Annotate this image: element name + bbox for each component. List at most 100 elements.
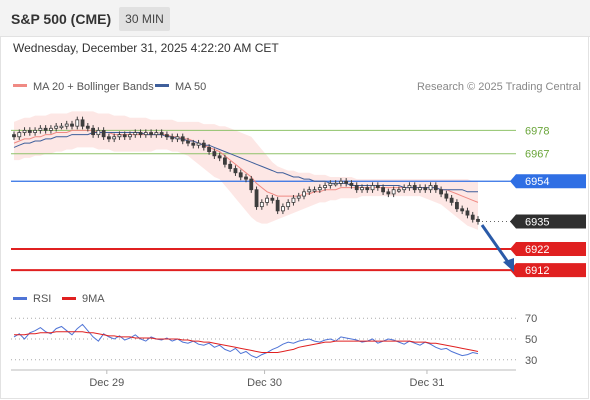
candle-body [70,123,74,127]
candle-body [296,195,301,199]
candle-body [143,132,148,136]
candle-body [476,218,480,222]
candle-body [402,187,407,191]
candle-body [107,136,111,140]
candle-body [196,142,201,146]
candle-body [217,155,222,159]
candle-body [444,193,449,199]
candle-body [228,163,233,169]
rsi-tick-label: 70 [525,313,537,325]
candle-body [233,168,238,174]
ma50-legend-swatch [155,84,169,87]
candle-body [244,176,248,180]
rsi-ma-legend-swatch [62,297,76,300]
candle-body [455,202,459,210]
candle-body [91,127,95,136]
candle-body [354,185,359,191]
candle-body [80,119,85,127]
rsi-tick-label: 30 [525,355,537,367]
candle-body [238,172,243,178]
candle-body [186,140,190,144]
candle-body [265,197,269,203]
candle-body [22,130,27,133]
candle-body [223,157,227,165]
support-tag [510,263,586,278]
current-price-label: 6935 [525,216,549,228]
candle-body [428,185,433,191]
candle-body [465,210,470,216]
current-price-tag [510,214,586,229]
candle-body [375,185,380,188]
candle-body [27,130,32,133]
candle-body [323,185,327,188]
candle-body [133,132,138,136]
candle-body [117,134,122,138]
candle-body [128,134,132,138]
candle-body [12,134,16,138]
candle-body [54,125,59,129]
ma20-legend-label: MA 20 + Bollinger Bands [33,81,154,93]
candle-body [423,187,428,191]
candle-body [212,151,217,157]
ma50-legend-label: MA 50 [175,81,206,93]
candle-body [381,187,385,193]
bollinger-bands [14,111,478,230]
chart-frame [0,36,589,399]
candle-body [339,180,343,184]
forecast-arrow-icon [480,224,512,266]
candle-body [122,134,127,138]
resistance-label: 6978 [525,125,549,137]
candle-body [307,189,312,193]
candle-body [75,119,80,127]
timeframe-button[interactable]: 30 MIN [119,7,170,31]
header-bar: S&P 500 (CME) 30 MIN [0,0,590,37]
candle-body [138,132,143,136]
candle-body [317,187,322,191]
forecast-arrowhead-icon [503,258,514,272]
candle-body [386,191,391,195]
candle-body [207,146,211,152]
candle-body [180,136,185,142]
candle-body [64,123,69,127]
candle-body [407,185,412,188]
candle-body [259,202,264,208]
x-tick-label: Dec 30 [247,377,282,389]
candles [12,116,480,225]
candle-body [418,187,422,191]
candle-body [170,136,175,140]
rsi-line [13,323,479,359]
candle-body [38,127,43,131]
candle-body [370,185,375,191]
pivot-label: 6954 [525,176,549,188]
candle-body [360,187,364,191]
credit-text: Research © 2025 Trading Central [417,81,581,93]
candle-body [112,136,117,140]
candle-body [175,136,180,140]
x-tick-label: Dec 31 [410,377,445,389]
candle-body [460,208,465,212]
candle-body [49,127,53,131]
candle-body [286,202,291,208]
candle-body [302,191,306,197]
price-levels: 6978 6967 6954 6935 6922 6912 [11,125,586,278]
candle-body [397,189,401,192]
candle-body [412,185,417,191]
candle-body [96,130,101,136]
candle-body [33,130,37,133]
x-axis: Dec 29 Dec 30 Dec 31 [89,370,444,389]
pivot-tag [510,174,586,189]
support-label: 6922 [525,244,549,256]
candle-body [470,214,475,220]
rsi-tick-label: 50 [525,334,537,346]
candle-body [201,142,206,148]
candle-body [101,130,106,138]
candle-body [365,187,370,191]
candle-body [333,182,338,186]
candle-body [281,206,285,212]
candle-body [391,189,396,195]
candle-body [159,132,164,136]
candle-body [154,132,159,136]
ma20-legend-swatch [13,84,27,87]
candle-body [149,132,153,136]
